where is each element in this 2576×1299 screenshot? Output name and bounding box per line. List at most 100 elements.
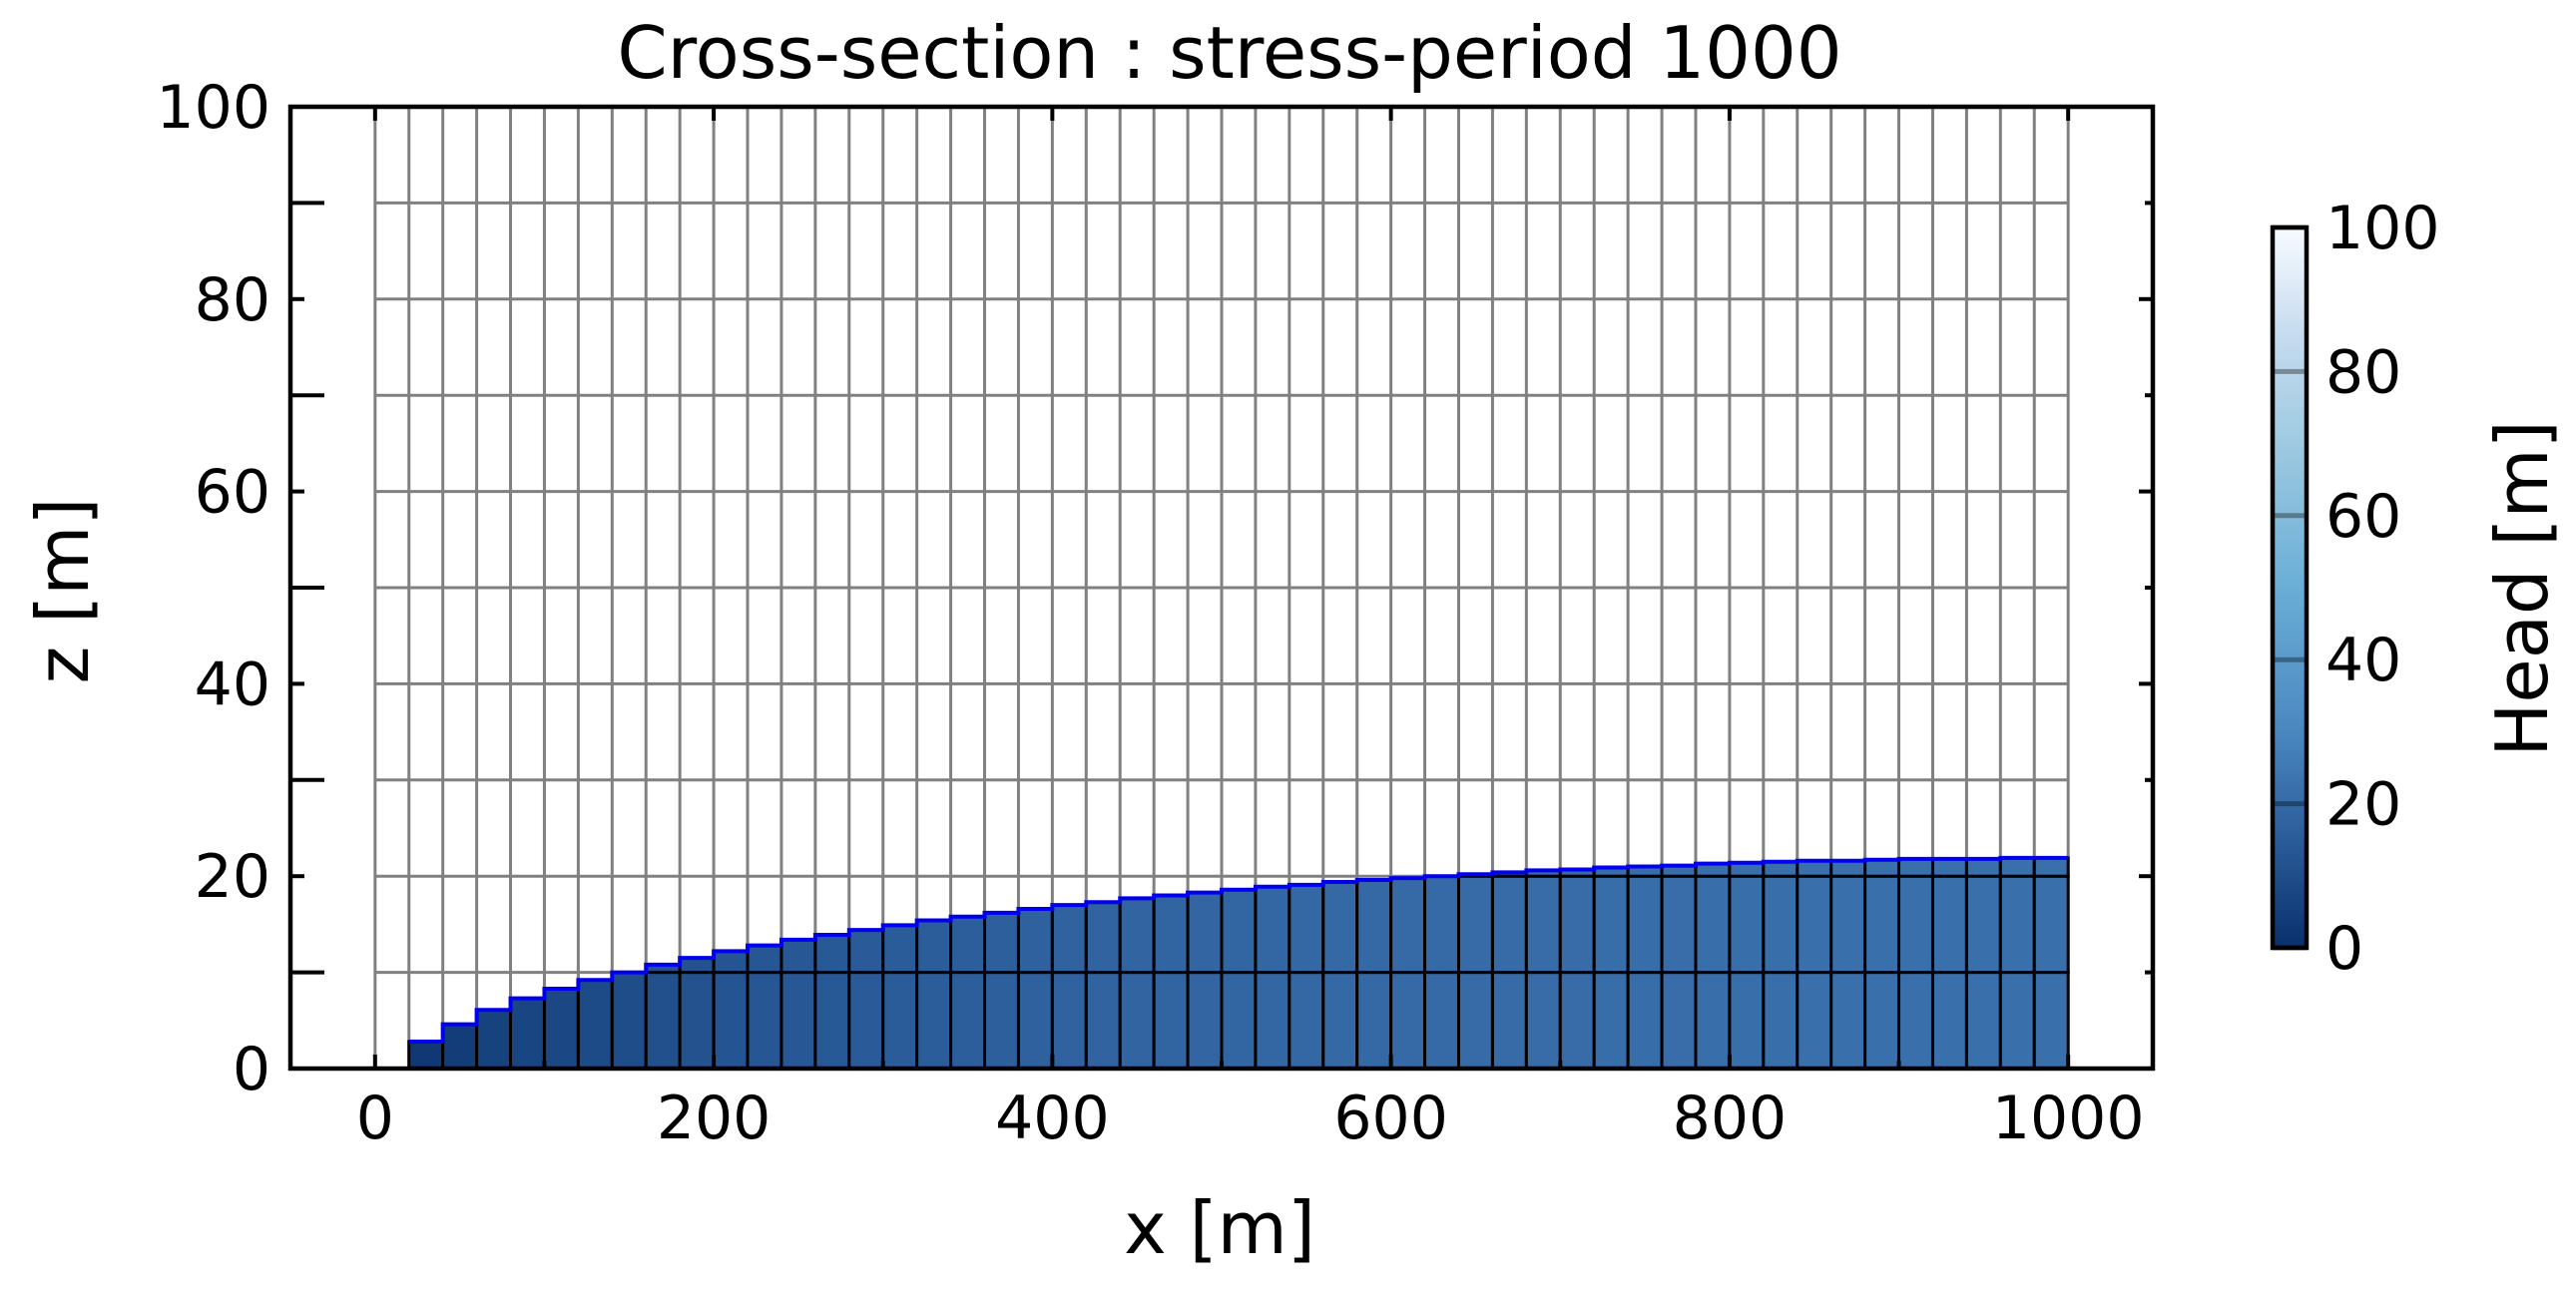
- water-table-line: [408, 855, 2069, 1045]
- saturated-cell: [1490, 874, 1528, 975]
- saturated-cell: [1152, 971, 1190, 1071]
- saturated-cell: [1762, 860, 1800, 878]
- saturated-cell: [983, 911, 1020, 975]
- saturated-cell: [712, 949, 750, 975]
- saturated-cell: [1389, 971, 1427, 1071]
- saturated-cell: [1423, 971, 1460, 1071]
- y-tick-label: 60: [195, 458, 270, 528]
- saturated-cell: [1423, 874, 1460, 975]
- x-axis-label: x [m]: [1124, 1186, 1315, 1270]
- colorbar-tick-label: 80: [2325, 337, 2401, 407]
- y-axis-label: z [m]: [21, 498, 105, 684]
- saturated-cell: [1863, 858, 1901, 878]
- saturated-cell: [1728, 971, 1766, 1071]
- x-tick-label: 200: [657, 1083, 772, 1153]
- saturated-cell: [983, 971, 1020, 1071]
- y-tick-label: 40: [195, 650, 270, 719]
- saturated-cell: [1084, 971, 1122, 1071]
- saturated-cell: [1490, 971, 1528, 1071]
- saturated-cell: [1592, 971, 1630, 1071]
- colorbar-label: Head [m]: [2480, 420, 2564, 756]
- colorbar-ticks: 0 20 40 60 80 100: [2273, 194, 2440, 984]
- saturated-cell: [2032, 874, 2070, 975]
- saturated-cell: [1220, 971, 1258, 1071]
- saturated-cell: [1524, 971, 1562, 1071]
- saturated-cell: [915, 971, 953, 1071]
- saturated-cell: [610, 971, 648, 1071]
- y-tick-label: 0: [233, 1035, 270, 1104]
- saturated-cell: [1254, 885, 1291, 975]
- colorbar-tick-label: 40: [2325, 626, 2401, 695]
- saturated-cell: [1796, 874, 1833, 975]
- saturated-cell: [1626, 971, 1664, 1071]
- saturated-cell: [779, 971, 817, 1071]
- saturated-cell: [1829, 859, 1867, 878]
- saturated-cell: [1728, 861, 1766, 878]
- saturated-cell: [678, 956, 716, 975]
- saturated-cell: [881, 971, 919, 1071]
- x-tick-label: 1000: [1992, 1083, 2145, 1153]
- chart-title: Cross-section : stress-period 1000: [617, 11, 1841, 95]
- saturated-cell: [1118, 896, 1156, 975]
- saturated-cell: [1254, 971, 1291, 1071]
- saturated-cell: [509, 997, 546, 1071]
- saturated-cell: [1660, 971, 1698, 1071]
- saturated-cell: [1964, 874, 2002, 975]
- saturated-cell: [1558, 971, 1596, 1071]
- saturated-cell: [2032, 971, 2070, 1071]
- saturated-cell: [813, 933, 851, 975]
- saturated-cell: [1660, 874, 1698, 975]
- saturated-cell: [1186, 891, 1224, 975]
- saturated-cell: [847, 971, 885, 1071]
- saturated-cell: [1456, 971, 1494, 1071]
- saturated-cell: [1964, 971, 2002, 1071]
- saturated-cell: [949, 915, 987, 975]
- saturated-cell: [779, 938, 817, 975]
- x-tick-label: 600: [1333, 1083, 1448, 1153]
- axis-ticks: 0 200 400 600 800 1000 0 20 40 60 80 100: [156, 73, 2153, 1153]
- saturated-cell: [1829, 971, 1867, 1071]
- saturated-cell: [1186, 971, 1224, 1071]
- saturated-cell: [915, 919, 953, 975]
- saturated-cell: [1016, 907, 1054, 975]
- saturated-cell: [1694, 874, 1732, 975]
- colorbar: 0 20 40 60 80 100 Head [m]: [2270, 194, 2564, 984]
- saturated-cell: [1389, 876, 1427, 975]
- colorbar-tick-label: 20: [2325, 770, 2401, 840]
- x-tick-label: 800: [1673, 1083, 1788, 1153]
- saturated-cell: [1694, 971, 1732, 1071]
- saturated-cell: [1762, 971, 1800, 1071]
- saturated-cell: [1355, 878, 1393, 975]
- saturated-cell: [1524, 874, 1562, 975]
- saturated-cell: [1355, 971, 1393, 1071]
- saturated-cell: [1796, 971, 1833, 1071]
- saturated-cell: [1084, 900, 1122, 975]
- saturated-cell: [1930, 857, 1968, 878]
- saturated-cell: [1728, 874, 1766, 975]
- y-tick-label: 100: [156, 73, 270, 143]
- saturated-cell: [712, 971, 750, 1071]
- saturated-cell: [644, 971, 682, 1071]
- x-tick-label: 0: [356, 1083, 394, 1153]
- saturated-cell: [1998, 874, 2036, 975]
- saturated-cell: [1829, 874, 1867, 975]
- colorbar-tick-label: 60: [2325, 482, 2401, 552]
- head-line-path: [408, 855, 2069, 1045]
- saturated-cell: [1558, 874, 1596, 975]
- x-tick-label: 400: [995, 1083, 1110, 1153]
- saturated-cell: [1152, 893, 1190, 975]
- saturated-cell: [475, 1008, 513, 1071]
- saturated-cell: [1930, 971, 1968, 1071]
- colorbar-gradient: [2270, 224, 2310, 951]
- saturated-cell: [949, 971, 987, 1071]
- saturated-cell: [1863, 971, 1901, 1071]
- saturated-cell: [1897, 874, 1934, 975]
- saturated-cell: [813, 971, 851, 1071]
- saturated-cell: [1930, 874, 1968, 975]
- saturated-cell: [1998, 971, 2036, 1071]
- saturated-cell: [1288, 971, 1325, 1071]
- model-grid: [373, 105, 2070, 1071]
- saturated-cell: [1863, 874, 1901, 975]
